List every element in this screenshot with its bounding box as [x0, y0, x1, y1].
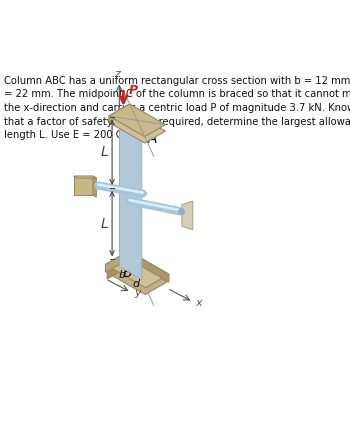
- Text: L: L: [101, 145, 109, 159]
- Polygon shape: [119, 124, 142, 279]
- Text: B: B: [122, 266, 132, 280]
- Polygon shape: [105, 251, 169, 288]
- Polygon shape: [105, 251, 129, 272]
- Text: Column ABC has a uniform rectangular cross section with b = 12 mm and d
= 22 mm.: Column ABC has a uniform rectangular cro…: [4, 76, 350, 140]
- Text: b: b: [119, 270, 126, 280]
- Text: d: d: [133, 278, 140, 289]
- Polygon shape: [119, 117, 155, 137]
- Polygon shape: [107, 260, 129, 279]
- Polygon shape: [109, 104, 130, 122]
- Polygon shape: [109, 104, 166, 137]
- Text: y: y: [134, 288, 141, 298]
- Polygon shape: [74, 176, 96, 178]
- Polygon shape: [93, 176, 96, 197]
- Polygon shape: [182, 201, 193, 230]
- Text: x: x: [196, 298, 202, 308]
- Text: C: C: [136, 191, 146, 205]
- Polygon shape: [119, 117, 132, 267]
- Polygon shape: [109, 110, 166, 143]
- Text: A: A: [148, 132, 158, 146]
- Polygon shape: [129, 251, 169, 282]
- Text: P: P: [129, 84, 138, 97]
- Text: z: z: [114, 69, 119, 80]
- Text: L: L: [101, 216, 109, 231]
- Polygon shape: [107, 260, 167, 295]
- Polygon shape: [74, 176, 93, 195]
